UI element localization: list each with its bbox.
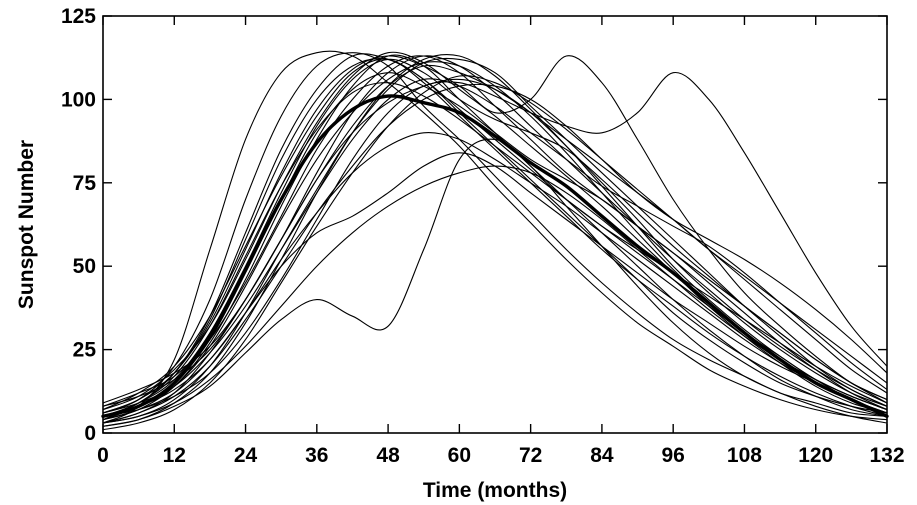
y-tick-label: 100 <box>61 88 96 111</box>
x-tick-label: 132 <box>869 444 904 467</box>
x-axis-title: Time (months) <box>423 479 567 502</box>
y-tick-label: 75 <box>73 172 97 195</box>
cycle-line-1 <box>102 50 888 424</box>
series-layer <box>101 50 889 431</box>
cycle-line-11 <box>102 72 888 421</box>
cycle-line-17 <box>102 75 888 431</box>
cycle-line-6 <box>102 57 888 424</box>
y-axis-title: Sunspot Number <box>15 140 38 309</box>
y-tick-label: 25 <box>73 339 97 362</box>
y-tick-label: 50 <box>73 255 96 278</box>
cycle-line-21 <box>102 138 888 427</box>
cycle-line-18 <box>102 58 888 417</box>
x-tick-label: 36 <box>305 444 328 467</box>
cycle-line-3 <box>102 53 888 417</box>
cycle-line-8 <box>102 54 888 427</box>
x-tick-label: 24 <box>234 444 258 467</box>
cycle-line-2 <box>102 52 888 417</box>
cycle-line-4 <box>102 54 888 421</box>
plot-frame <box>102 15 888 434</box>
y-tick-label: 0 <box>84 422 96 445</box>
x-tick-label: 108 <box>727 444 762 467</box>
tick-layer: 0 12 24 36 48 60 72 84 96 108 120 132 0 25 50 75 100 125 <box>61 5 905 467</box>
cycle-line-16 <box>102 78 888 414</box>
x-tick-label: 12 <box>163 444 186 467</box>
mean-cycle-line <box>101 94 889 418</box>
cycle-line-22 <box>102 152 888 421</box>
cycle-line-20 <box>102 72 888 417</box>
x-tick-label: 120 <box>798 444 833 467</box>
x-tick-label: 96 <box>662 444 685 467</box>
cycle-line-24 <box>102 165 888 424</box>
cycle-line-10 <box>102 55 888 414</box>
x-tick-label: 0 <box>97 444 109 467</box>
x-tick-label: 72 <box>519 444 542 467</box>
x-tick-label: 48 <box>376 444 400 467</box>
cycle-line-25 <box>102 57 888 414</box>
y-tick-label: 125 <box>61 5 96 28</box>
x-tick-label: 60 <box>448 444 471 467</box>
x-tick-label: 84 <box>590 444 614 467</box>
cycle-line-5 <box>102 51 888 414</box>
cycle-line-23 <box>102 78 888 407</box>
